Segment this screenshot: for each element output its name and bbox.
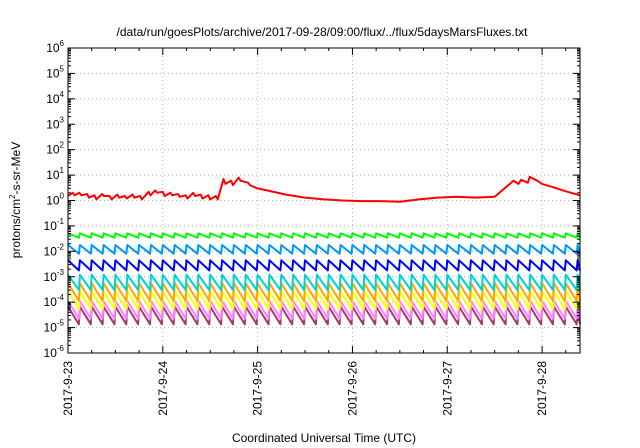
series-line [67,273,581,291]
y-tick-label: 102 [46,141,64,157]
y-tick-label: 10-3 [44,268,65,284]
series-line [67,175,581,203]
y-tick-label: 106 [46,39,64,55]
x-axis-label: Coordinated Universal Time (UTC) [232,431,416,445]
y-tick-label: 100 [46,192,64,208]
y-tick-label: 101 [46,166,64,182]
y-axis-label-rest: -s-sr-MeV [9,142,23,195]
y-tick-labels: 10-6 10-5 10-4 10-3 10-2 10-1 100 101 102 103 104 1… [44,39,65,360]
series-line [67,232,581,239]
y-tick-label: 105 [46,64,64,80]
x-tick-labels: 2017-9-23 2017-9-24 2017-9-25 2017-9-26 2017… [61,361,549,416]
chart-title: /data/run/goesPlots/archive/2017-09-28/0… [117,25,529,39]
series-line [67,244,581,255]
series-line [67,259,581,272]
x-tick-label: 2017-9-28 [535,361,549,416]
y-tick-label: 10-6 [44,344,65,360]
x-tick-label: 2017-9-26 [345,361,359,416]
series-layer [67,175,581,326]
x-tick-label: 2017-9-25 [251,361,265,416]
y-tick-label: 10-2 [44,242,65,258]
x-tick-label: 2017-9-24 [156,361,170,416]
y-tick-label: 104 [46,90,64,106]
ticks [67,47,580,354]
y-tick-label: 103 [46,115,64,131]
y-tick-label: 10-5 [44,319,65,335]
y-axis-label-exp: 2 [8,194,17,199]
x-tick-label: 2017-9-27 [440,361,454,416]
y-tick-label: 10-1 [44,217,65,233]
series-line [67,282,581,302]
x-tick-label: 2017-9-23 [61,361,75,416]
y-axis-label-base: protons/cm [9,199,23,258]
y-tick-label: 10-4 [44,293,65,309]
y-axis-label: protons/cm2-s-sr-MeV [8,142,23,258]
grid [68,48,580,353]
